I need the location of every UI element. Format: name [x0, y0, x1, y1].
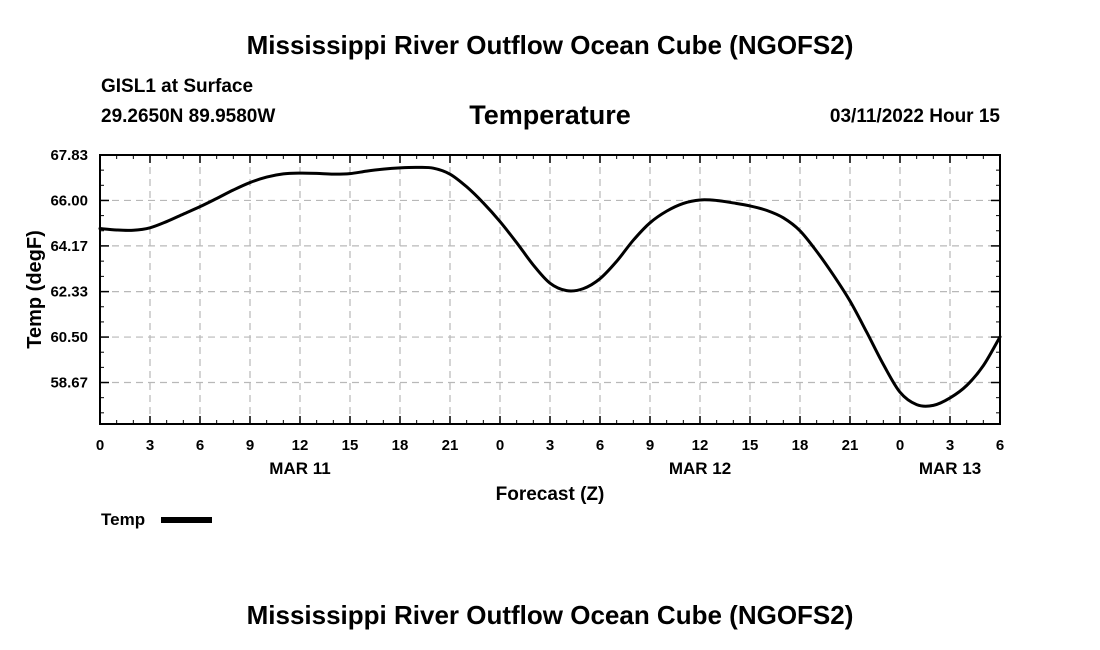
x-tick-label: 0: [496, 437, 504, 454]
legend-label-temp: Temp: [101, 510, 145, 529]
x-tick-label: 6: [596, 437, 604, 454]
x-tick-label: 18: [392, 437, 409, 454]
x-tick-label: 3: [946, 437, 954, 454]
x-tick-label: 3: [546, 437, 554, 454]
station-coordinates: 29.2650N 89.9580W: [101, 106, 276, 127]
x-tick-label: 0: [96, 437, 104, 454]
x-tick-label: 9: [646, 437, 654, 454]
x-date-label: MAR 12: [669, 459, 731, 478]
x-tick-label: 3: [146, 437, 154, 454]
y-tick-label: 60.50: [50, 329, 88, 346]
x-tick-label: 9: [246, 437, 254, 454]
x-tick-label: 21: [442, 437, 459, 454]
x-axis-label: Forecast (Z): [496, 484, 605, 505]
x-date-label: MAR 13: [919, 459, 981, 478]
x-tick-label: 6: [196, 437, 204, 454]
y-tick-label: 58.67: [50, 375, 88, 392]
chart-variable-title: Temperature: [469, 100, 631, 130]
chart-footer-title: Mississippi River Outflow Ocean Cube (NG…: [246, 600, 854, 630]
legend: Temp: [101, 510, 212, 529]
x-date-label: MAR 11: [269, 459, 330, 478]
x-tick-label: 0: [896, 437, 904, 454]
station-label: GISL1 at Surface: [101, 76, 254, 97]
plot-frame: [99, 154, 1001, 425]
grid-lines: [100, 155, 1000, 424]
x-tick-label: 12: [292, 437, 309, 454]
x-tick-label: 6: [996, 437, 1004, 454]
y-tick-label: 64.17: [50, 238, 88, 255]
forecast-datetime: 03/11/2022 Hour 15: [829, 106, 1000, 127]
y-tick-label: 67.83: [50, 147, 88, 164]
temp-series-line: [98, 165, 1002, 408]
y-tick-label: 62.33: [50, 284, 88, 301]
x-tick-label: 21: [842, 437, 859, 454]
x-tick-label: 15: [742, 437, 759, 454]
x-tick-label: 18: [792, 437, 809, 454]
x-tick-label: 12: [692, 437, 709, 454]
chart-main-title: Mississippi River Outflow Ocean Cube (NG…: [246, 30, 854, 60]
y-axis-label: Temp (degF): [24, 230, 46, 349]
y-tick-label: 66.00: [50, 192, 88, 209]
x-tick-label: 15: [342, 437, 359, 454]
